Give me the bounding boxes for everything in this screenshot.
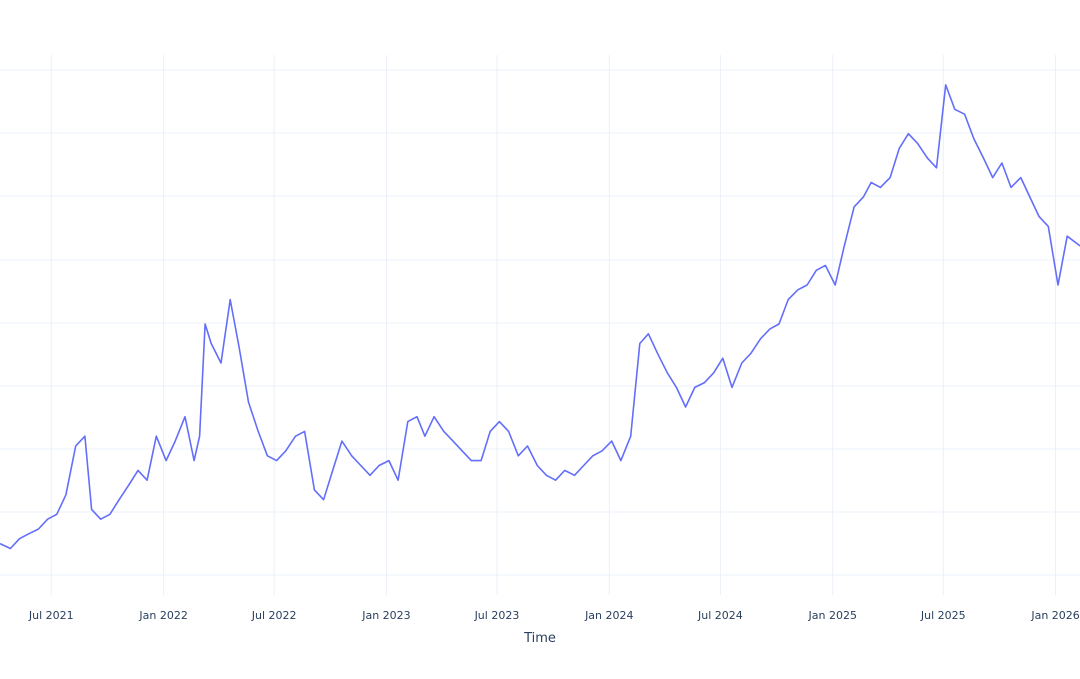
- x-tick-label: Jan 2024: [584, 609, 633, 622]
- x-axis-title: Time: [523, 631, 556, 646]
- x-tick-label: Jan 2022: [138, 609, 187, 622]
- x-tick-label: Jul 2022: [251, 609, 297, 622]
- x-tick-label: Jul 2021: [28, 609, 74, 622]
- series-line: [0, 84, 1080, 550]
- plot-area: [0, 84, 1080, 550]
- x-tick-label: Jul 2023: [474, 609, 520, 622]
- x-tick-label: Jan 2026: [1030, 609, 1079, 622]
- x-tick-label: Jul 2025: [920, 609, 966, 622]
- x-tick-label: Jan 2025: [808, 609, 857, 622]
- x-axis-ticks: Jul 2021 Jan 2022 Jul 2022 Jan 2023 Jul 2023…: [28, 609, 1080, 622]
- x-tick-label: Jan 2023: [361, 609, 410, 622]
- x-tick-label: Jul 2024: [697, 609, 743, 622]
- grid: [0, 55, 1080, 595]
